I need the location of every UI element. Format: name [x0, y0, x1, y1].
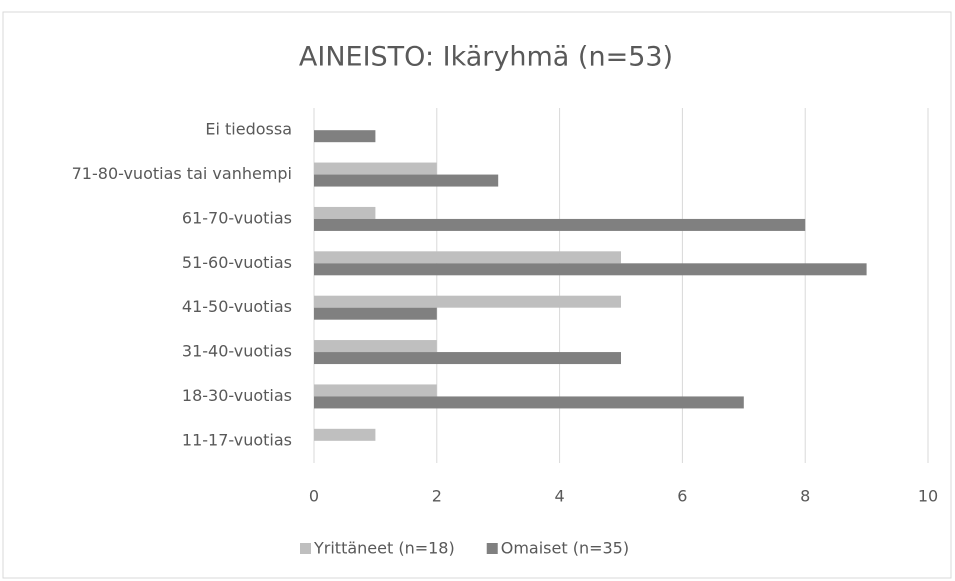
legend-label: Yrittäneet (n=18) [313, 539, 455, 558]
x-tick-label: 6 [677, 487, 687, 506]
y-tick-label: 71-80-vuotias tai vanhempi [72, 164, 292, 183]
bar [314, 206, 376, 219]
bar [314, 307, 437, 320]
x-tick-label: 10 [918, 487, 938, 506]
bar [314, 384, 437, 397]
bar [314, 352, 621, 365]
y-tick-label: 51-60-vuotias [182, 253, 292, 272]
bar [314, 251, 621, 264]
bar [314, 174, 499, 187]
legend-swatch [486, 543, 498, 554]
bar [314, 130, 376, 143]
y-tick-label: 18-30-vuotias [182, 386, 292, 405]
bar [314, 340, 437, 353]
legend-label: Omaiset (n=35) [501, 539, 629, 558]
chart-title: AINEISTO: Ikäryhmä (n=53) [299, 42, 673, 73]
bar [314, 428, 376, 441]
bar [314, 263, 867, 276]
x-tick-label: 8 [800, 487, 810, 506]
legend-swatch [300, 543, 311, 554]
bar [314, 396, 744, 409]
x-tick-label: 4 [555, 487, 565, 506]
y-tick-label: Ei tiedossa [205, 120, 292, 139]
y-tick-label: 31-40-vuotias [182, 342, 292, 361]
bar [314, 295, 621, 308]
x-tick-label: 2 [432, 487, 442, 506]
chart-border [2, 11, 952, 579]
bar [314, 162, 437, 175]
y-tick-label: 41-50-vuotias [182, 297, 292, 316]
x-tick-label: 0 [309, 487, 319, 506]
y-tick-label: 61-70-vuotias [182, 208, 292, 227]
y-tick-label: 11-17-vuotias [182, 430, 292, 449]
bar [314, 218, 806, 231]
